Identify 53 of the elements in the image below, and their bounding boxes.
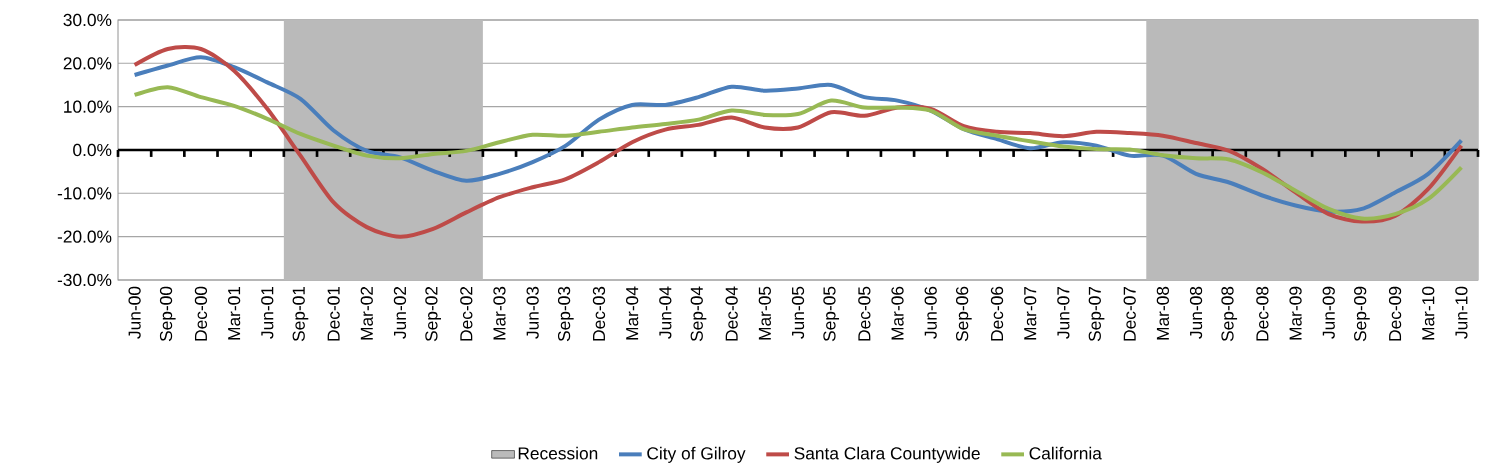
y-tick-label: -10.0% [57, 187, 112, 200]
x-tick-label: Dec-00 [194, 286, 208, 341]
x-tick-label: Dec-04 [725, 286, 738, 341]
y-tick-label: 0.0% [73, 143, 112, 157]
y-tick-label: 30.0% [63, 13, 112, 27]
x-tick-label: Mar-09 [1289, 286, 1302, 340]
x-tick-label: Mar-08 [1156, 286, 1170, 340]
x-tick-label: Sep-01 [292, 286, 309, 342]
x-tick-label: Sep-08 [1221, 286, 1238, 342]
legend-label: California [1029, 446, 1102, 460]
x-tick-label: Mar-02 [360, 286, 373, 340]
x-tick-label: Mar-01 [227, 286, 241, 340]
x-tick-label: Sep-06 [956, 286, 972, 342]
x-tick-label: Jun-05 [791, 286, 805, 339]
x-tick-label: Jun-10 [1455, 286, 1468, 339]
x-tick-label: Mar-06 [891, 286, 904, 340]
x-tick-label: Dec-06 [990, 286, 1004, 341]
x-tick-label: Dec-07 [1123, 286, 1136, 341]
legend-label: Recession [518, 446, 598, 460]
x-tick-label: Jun-06 [924, 286, 937, 339]
y-tick-label: 10.0% [64, 100, 112, 113]
x-tick-label: Dec-09 [1388, 286, 1402, 341]
x-tick-label: Mar-03 [493, 286, 506, 340]
y-tick-label: -20.0% [57, 230, 112, 243]
x-tick-label: Dec-02 [460, 286, 473, 341]
x-tick-label: Jun-09 [1322, 286, 1335, 339]
legend-label: Santa Clara Countywide [794, 446, 980, 463]
x-tick-label: Mar-04 [626, 286, 639, 340]
x-tick-label: Sep-00 [159, 286, 176, 342]
x-tick-label: Mar-07 [1024, 286, 1037, 340]
x-tick-label: Jun-08 [1189, 286, 1203, 339]
line-series [132, 85, 1464, 221]
x-tick-label: Sep-09 [1354, 286, 1370, 342]
x-tick-label: Jun-00 [128, 286, 141, 339]
x-tick-label: Jun-03 [526, 286, 539, 339]
x-tick-label: Dec-05 [858, 286, 871, 341]
x-tick-label: Mar-05 [758, 286, 771, 340]
x-tick-label: Jun-02 [393, 286, 407, 339]
legend-label: City of Gilroy [647, 446, 746, 463]
x-tick-label: Dec-08 [1256, 286, 1269, 341]
x-tick-label: Sep-05 [823, 286, 840, 342]
x-tick-label: Sep-03 [557, 286, 574, 342]
x-tick-label: Jun-01 [261, 286, 274, 339]
x-tick-label: Sep-07 [1088, 286, 1105, 342]
y-tick-label: -30.0% [57, 273, 112, 287]
x-tick-label: Dec-01 [327, 286, 340, 341]
x-tick-label: Jun-07 [1057, 286, 1070, 339]
x-tick-label: Mar-10 [1422, 286, 1435, 340]
x-tick-label: Sep-02 [425, 286, 441, 342]
x-tick-label: Sep-04 [690, 286, 707, 342]
x-tick-label: Jun-04 [659, 286, 672, 339]
x-tick-label: Dec-03 [592, 286, 606, 341]
y-tick-label: 20.0% [63, 57, 112, 70]
